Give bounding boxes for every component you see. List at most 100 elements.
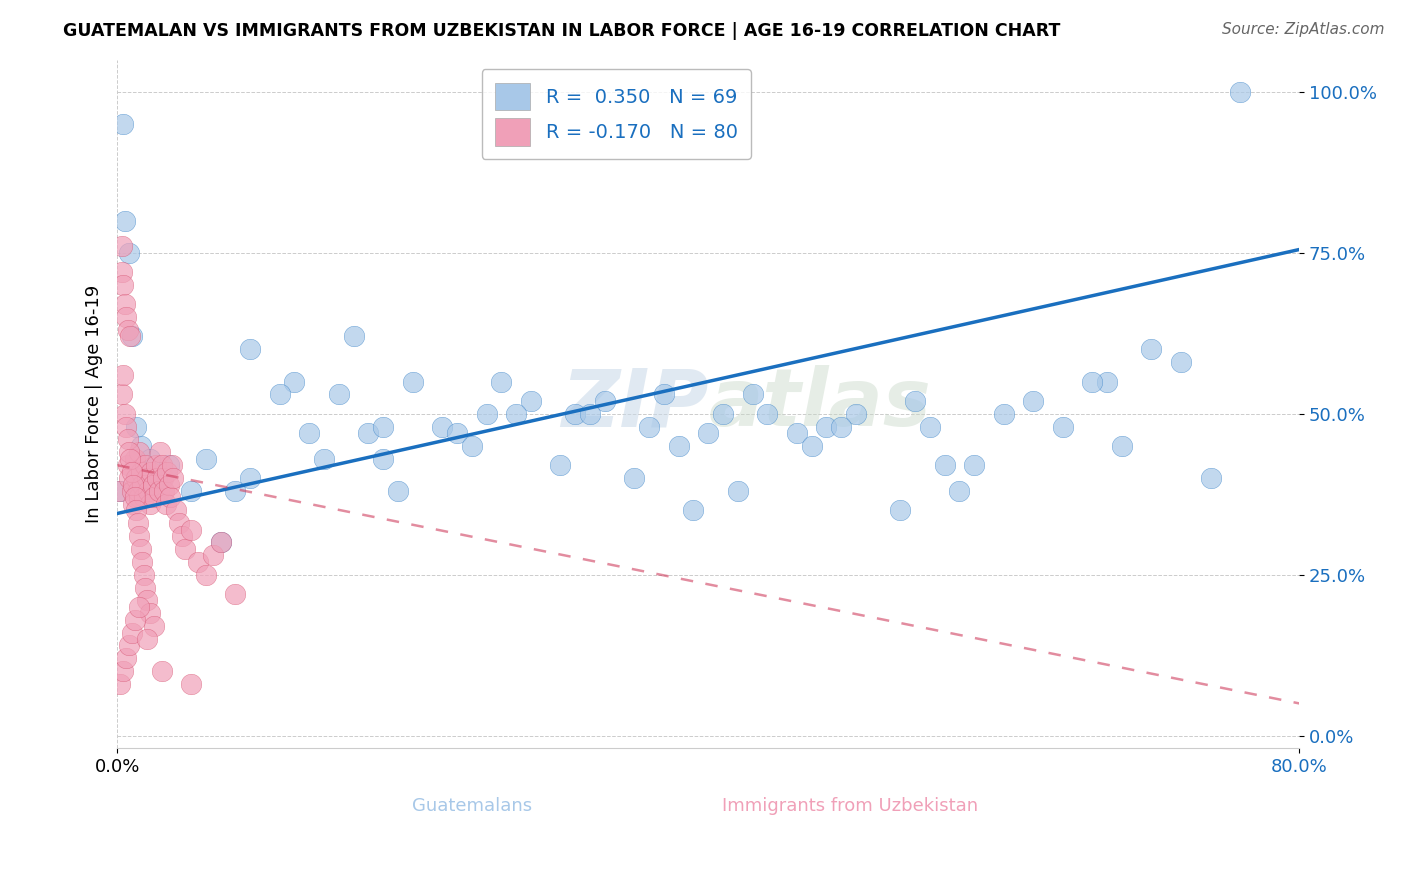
Point	[152, 471, 174, 485]
Point	[114, 297, 136, 311]
Text: Guatemalans: Guatemalans	[412, 797, 531, 814]
Point	[298, 425, 321, 440]
Point	[224, 483, 246, 498]
Point	[141, 465, 163, 479]
Text: ZIP: ZIP	[561, 365, 709, 443]
Point	[111, 265, 134, 279]
Point	[520, 393, 543, 408]
Point	[1052, 419, 1074, 434]
Point	[138, 497, 160, 511]
Point	[402, 375, 425, 389]
Point	[118, 471, 141, 485]
Point	[224, 587, 246, 601]
Point	[1022, 393, 1045, 408]
Point	[727, 483, 749, 498]
Point	[153, 483, 176, 498]
Point	[491, 375, 513, 389]
Point	[117, 458, 139, 473]
Point	[172, 529, 194, 543]
Point	[149, 445, 172, 459]
Point	[1111, 439, 1133, 453]
Point	[830, 419, 852, 434]
Point	[697, 425, 720, 440]
Point	[127, 483, 149, 498]
Point	[505, 407, 527, 421]
Point	[121, 625, 143, 640]
Point	[815, 419, 838, 434]
Point	[121, 329, 143, 343]
Point	[156, 465, 179, 479]
Point	[118, 445, 141, 459]
Point	[202, 549, 225, 563]
Point	[918, 419, 941, 434]
Point	[157, 458, 180, 473]
Point	[131, 477, 153, 491]
Point	[194, 451, 217, 466]
Point	[194, 567, 217, 582]
Point	[135, 593, 157, 607]
Point	[711, 407, 734, 421]
Point	[125, 419, 148, 434]
Point	[165, 503, 187, 517]
Point	[652, 387, 675, 401]
Point	[180, 483, 202, 498]
Point	[145, 458, 167, 473]
Point	[143, 491, 166, 505]
Point	[155, 497, 177, 511]
Point	[115, 651, 138, 665]
Point	[142, 477, 165, 491]
Point	[132, 567, 155, 582]
Point	[1229, 85, 1251, 99]
Point	[117, 433, 139, 447]
Point	[239, 471, 262, 485]
Point	[148, 471, 170, 485]
Point	[135, 632, 157, 646]
Point	[373, 451, 395, 466]
Point	[934, 458, 956, 473]
Point	[128, 445, 150, 459]
Text: Source: ZipAtlas.com: Source: ZipAtlas.com	[1222, 22, 1385, 37]
Point	[786, 425, 808, 440]
Point	[115, 310, 138, 325]
Point	[993, 407, 1015, 421]
Point	[134, 581, 156, 595]
Point	[125, 471, 148, 485]
Point	[160, 458, 183, 473]
Point	[1199, 471, 1222, 485]
Point	[889, 503, 911, 517]
Point	[312, 451, 335, 466]
Point	[120, 451, 142, 466]
Point	[132, 491, 155, 505]
Point	[1081, 375, 1104, 389]
Point	[741, 387, 763, 401]
Y-axis label: In Labor Force | Age 16-19: In Labor Force | Age 16-19	[86, 285, 103, 524]
Point	[112, 117, 135, 131]
Point	[269, 387, 291, 401]
Point	[124, 491, 146, 505]
Point	[209, 535, 232, 549]
Point	[904, 393, 927, 408]
Point	[150, 664, 173, 678]
Point	[167, 516, 190, 530]
Point	[357, 425, 380, 440]
Point	[180, 677, 202, 691]
Point	[461, 439, 484, 453]
Point	[148, 483, 170, 498]
Point	[134, 458, 156, 473]
Point	[682, 503, 704, 517]
Text: GUATEMALAN VS IMMIGRANTS FROM UZBEKISTAN IN LABOR FORCE | AGE 16-19 CORRELATION : GUATEMALAN VS IMMIGRANTS FROM UZBEKISTAN…	[63, 22, 1060, 40]
Point	[800, 439, 823, 453]
Point	[122, 477, 145, 491]
Point	[328, 387, 350, 401]
Point	[135, 471, 157, 485]
Point	[128, 529, 150, 543]
Point	[579, 407, 602, 421]
Point	[174, 541, 197, 556]
Point	[121, 483, 143, 498]
Point	[111, 239, 134, 253]
Point	[122, 497, 145, 511]
Point	[387, 483, 409, 498]
Legend: R =  0.350   N = 69, R = -0.170   N = 80: R = 0.350 N = 69, R = -0.170 N = 80	[481, 70, 751, 160]
Point	[150, 458, 173, 473]
Point	[187, 555, 209, 569]
